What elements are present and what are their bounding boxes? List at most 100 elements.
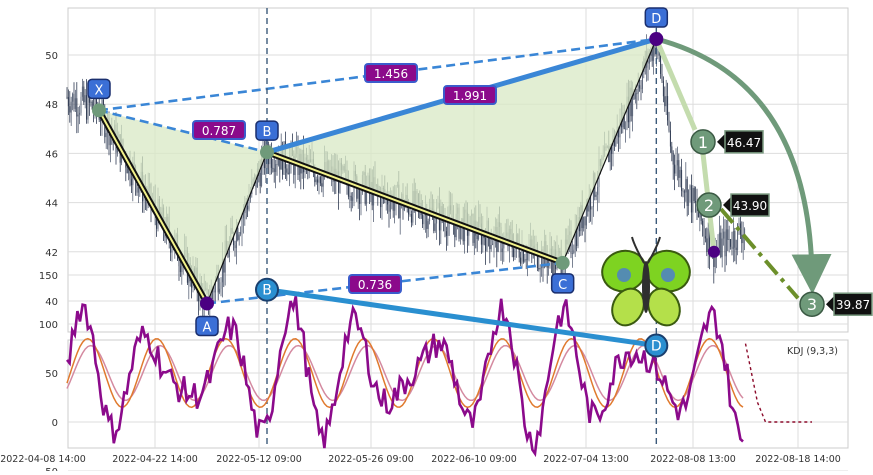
x-tick-label: 2022-05-26 09:00 — [328, 454, 414, 465]
candle-body — [671, 146, 673, 153]
candle-body — [70, 101, 72, 113]
candle-body — [685, 179, 687, 193]
candle-body — [683, 191, 685, 193]
candle-body — [409, 214, 411, 215]
candle-body — [482, 231, 484, 245]
candle-body — [626, 96, 628, 129]
target-1-number: 1 — [698, 133, 708, 152]
candle-body — [688, 189, 690, 206]
vertex-label-x: X — [95, 83, 104, 98]
candle-body — [468, 230, 470, 236]
leg-core — [98, 109, 208, 304]
candle-body — [318, 177, 320, 183]
candle-body — [669, 130, 671, 147]
candle-body — [633, 90, 635, 99]
price-tick-label: 42 — [45, 248, 58, 259]
candle-body — [728, 238, 730, 240]
candle-body — [84, 95, 86, 103]
candle-body — [102, 99, 104, 110]
candle-body — [541, 249, 543, 268]
candle-body — [238, 234, 240, 240]
candle-body — [454, 223, 456, 238]
candle-body — [214, 279, 216, 293]
candle-body — [130, 179, 132, 186]
candle-body — [76, 98, 78, 117]
candle-body — [90, 101, 92, 103]
candle-body — [394, 200, 396, 211]
ratio-label: 0.736 — [358, 278, 392, 292]
butterfly-antenna — [647, 236, 661, 264]
candle-body — [273, 168, 275, 172]
vertex-x-marker — [92, 103, 106, 118]
candle-body — [627, 96, 629, 123]
candle-body — [366, 186, 368, 204]
candle-body — [213, 290, 215, 293]
kdj-point-label: B — [262, 283, 272, 299]
candle-body — [732, 231, 734, 249]
candle-body — [485, 238, 487, 251]
butterfly-icon — [601, 236, 691, 327]
kdj-point-label: D — [651, 339, 662, 355]
candle-body — [322, 172, 324, 187]
candle-body — [272, 167, 274, 169]
candle-body — [198, 291, 200, 302]
candle-body — [662, 80, 664, 97]
candle-body — [321, 183, 323, 187]
leg-core — [266, 151, 564, 264]
candle-body — [268, 155, 270, 165]
candle-body — [632, 90, 634, 117]
candle-body — [668, 120, 670, 131]
candle-body — [359, 189, 361, 204]
candle-body — [640, 88, 642, 90]
candle-body — [548, 258, 550, 268]
candle-body — [388, 204, 390, 212]
candle-body — [625, 128, 627, 130]
candle-body — [95, 92, 97, 110]
candle-body — [720, 232, 722, 258]
target-2-value: 43.90 — [733, 199, 767, 213]
xab-triangle — [99, 110, 267, 304]
candle-body — [220, 282, 222, 289]
candle-body — [742, 234, 744, 244]
candle-body — [408, 203, 410, 215]
ratio-label-box — [443, 85, 497, 105]
candle-body — [247, 205, 249, 210]
candle-body — [583, 216, 585, 229]
price-tick-label: 48 — [45, 100, 58, 111]
candle-body — [590, 194, 592, 210]
candle-body — [675, 165, 677, 174]
candle-body — [137, 187, 139, 193]
target-value-box — [833, 292, 873, 316]
candle-body — [219, 288, 221, 293]
candle-body — [426, 211, 428, 229]
candle-body — [181, 263, 183, 273]
vertex-label-box — [255, 120, 279, 141]
kdj-j-line — [65, 295, 744, 458]
candle-body — [352, 197, 354, 201]
candle-body — [574, 229, 576, 250]
candle-body — [490, 244, 492, 250]
candle-body — [319, 177, 321, 184]
candle-body — [608, 146, 610, 163]
candle-body — [514, 245, 516, 258]
candle-body — [573, 249, 575, 254]
candle-body — [727, 229, 729, 240]
bcd-triangle — [267, 39, 657, 263]
candle-body — [609, 146, 611, 163]
candle-body — [672, 152, 674, 165]
kdj-point-d — [644, 333, 669, 358]
candle-body — [221, 258, 223, 283]
candle-body — [171, 249, 173, 253]
candle-body — [648, 55, 650, 64]
candle-body — [259, 172, 261, 186]
candle-body — [577, 217, 579, 246]
butterfly-lower-wing — [611, 287, 645, 327]
candle-body — [347, 183, 349, 197]
candle-body — [81, 86, 83, 97]
candle-body — [433, 209, 435, 231]
candle-body — [392, 194, 394, 211]
candle-body — [67, 97, 69, 107]
candle-body — [527, 249, 529, 261]
ratio-label-box — [192, 120, 246, 140]
candle-body — [434, 223, 436, 231]
